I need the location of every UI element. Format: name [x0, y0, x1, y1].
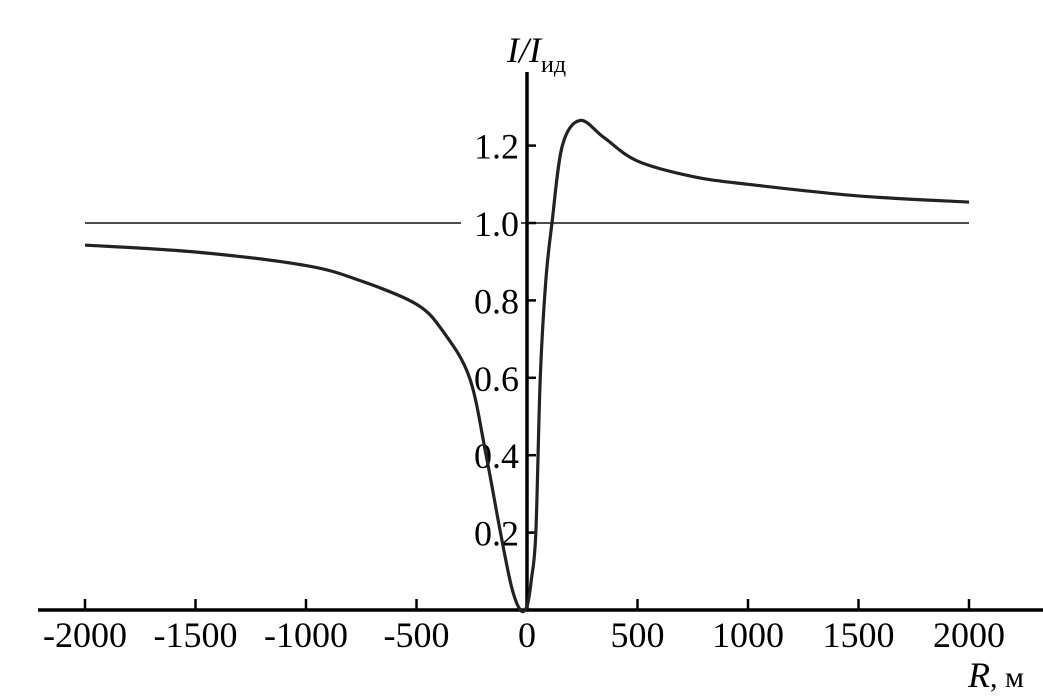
y-tick-label: 1.0: [474, 204, 519, 244]
x-tick-label: 500: [611, 615, 665, 655]
y-tick-label: 1.2: [474, 127, 519, 167]
x-tick-label: 2000: [933, 615, 1005, 655]
y-tick-label: 0.2: [474, 514, 519, 554]
y-tick-label: 0.6: [474, 359, 519, 399]
x-tick-label: -2000: [43, 615, 127, 655]
x-axis-title-unit: , м: [990, 661, 1024, 694]
x-tick-label: -1000: [264, 615, 348, 655]
x-axis-title-var: R: [967, 655, 990, 695]
x-tick-label: -500: [384, 615, 450, 655]
y-tick-label-bg: [461, 203, 521, 239]
x-tick-label: 1500: [823, 615, 895, 655]
series-line: [84, 118, 970, 614]
y-tick-label: 0.8: [474, 281, 519, 321]
x-tick-label: 1000: [712, 615, 784, 655]
x-tick-label: -1500: [154, 615, 238, 655]
series: [84, 118, 970, 614]
x-ticks: -2000 -1500 -1000 -500 0 500 1000 1500 2000: [43, 599, 1005, 655]
y-tick-label-bg: [461, 435, 521, 472]
y-tick-label-bg: [461, 280, 521, 317]
y-tick-label-bg: [461, 512, 521, 549]
y-axis-title-subscript: ид: [541, 52, 566, 78]
y-axis-title: I/Iид: [506, 30, 566, 78]
y-tick-label: 0.4: [474, 436, 519, 476]
y-tick-label-bg: [461, 125, 521, 162]
y-ticks: 0.2 0.4 0.6 0.8 1.0 1.2: [461, 125, 536, 554]
x-axis-title: R, м: [967, 655, 1024, 695]
x-tick-label: 0: [518, 615, 536, 655]
axes: [38, 72, 1043, 612]
y-axis-title-main: I/I: [506, 30, 543, 70]
